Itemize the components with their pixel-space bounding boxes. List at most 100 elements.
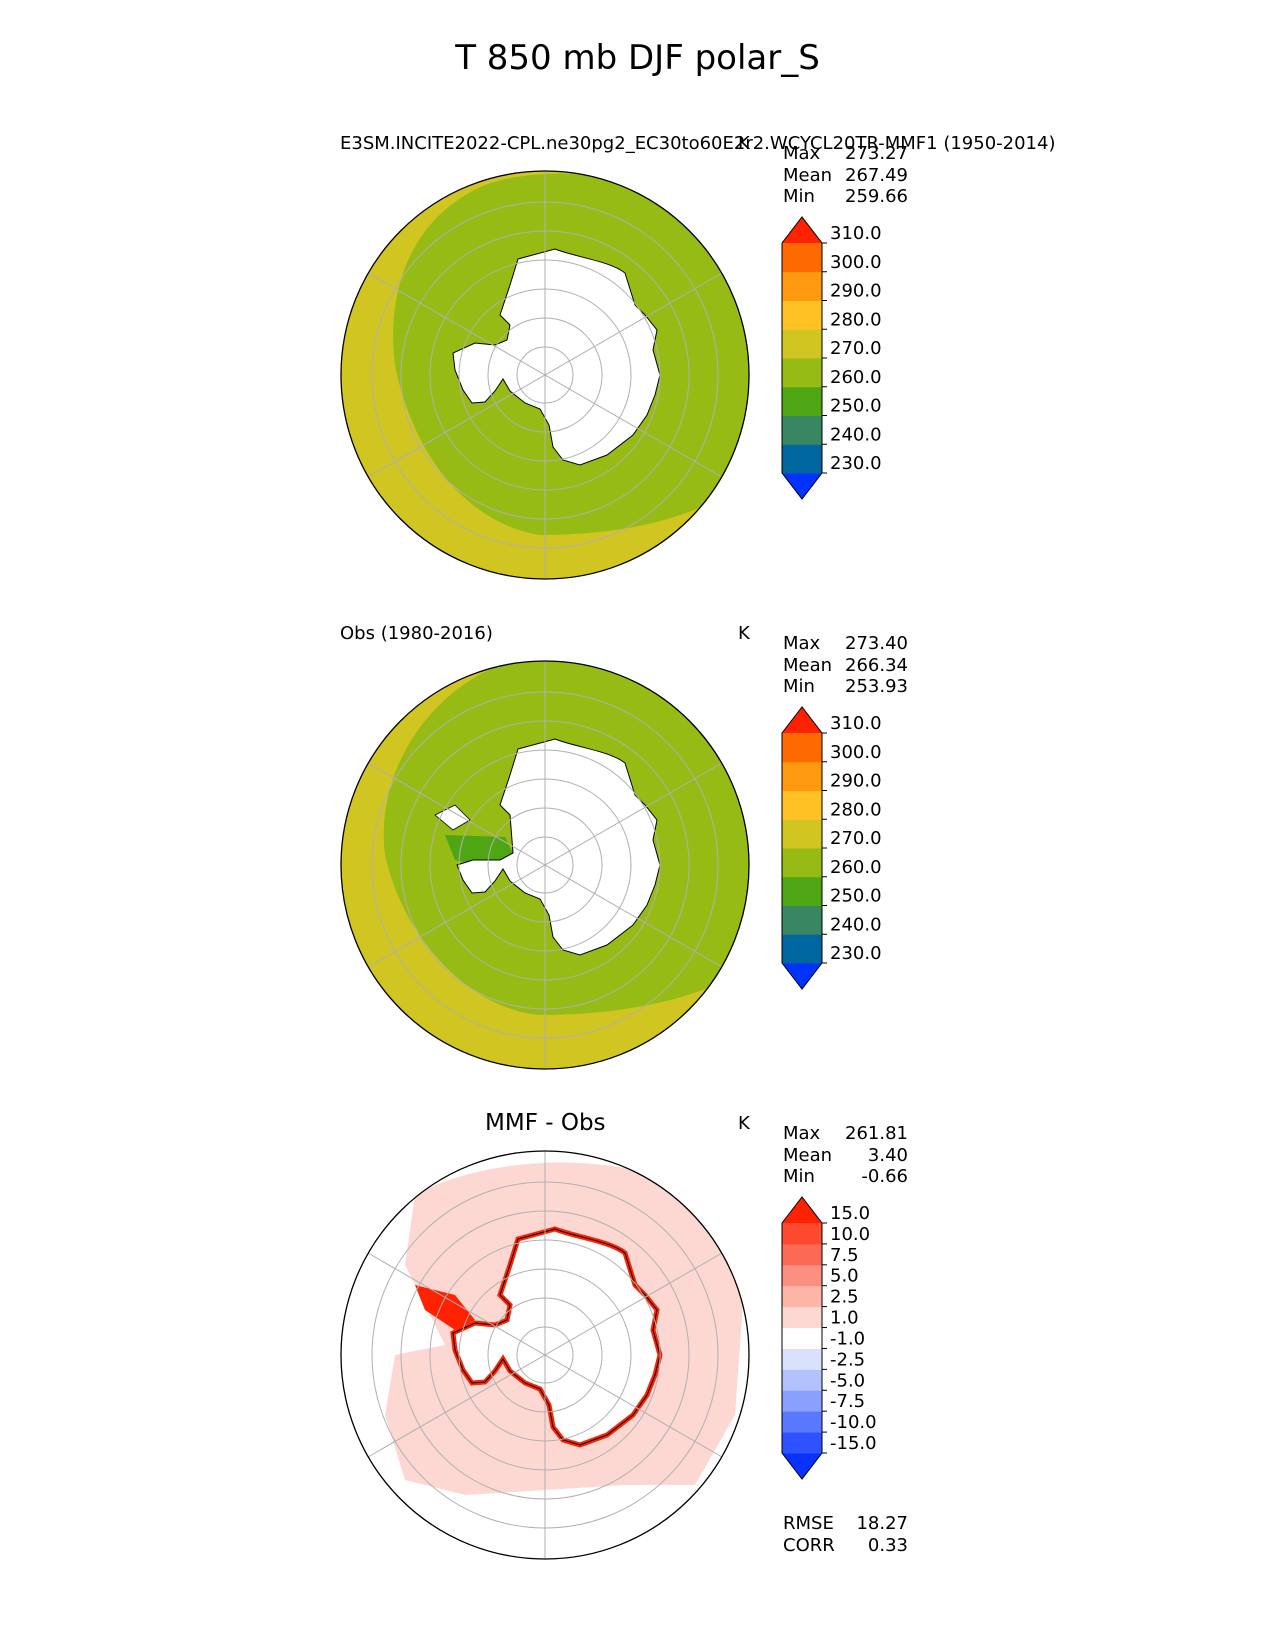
colorbar-tick-label: 280.0 [830,799,882,820]
stat-row-rmse: RMSE 18.27 [783,1513,908,1535]
colorbar-extend-max [782,707,822,733]
colorbar-segment [782,1264,822,1287]
antarctica-land [452,1228,661,1446]
colorbar-segment [782,819,822,849]
colorbar-extend-min [782,963,822,989]
colorbar-tick-label: -10.0 [830,1412,877,1433]
colorbar-tick-label: -1.0 [830,1328,865,1349]
panel-diff-title: MMF - Obs [485,1110,606,1136]
colorbar-segment [782,934,822,964]
colorbar-segment [782,1243,822,1266]
colorbar-tick-label: -7.5 [830,1391,865,1412]
colorbar-segment [782,905,822,935]
panel-diff-metrics: RMSE 18.27 CORR 0.33 [783,1513,908,1556]
stat-label: Max [783,143,821,164]
colorbar-extend-min [782,473,822,499]
stat-row-min: Min 259.66 [783,186,908,208]
colorbar-tick-label: 300.0 [830,742,882,763]
graticule [367,1151,723,1559]
colorbar-segment [782,1432,822,1454]
colorbar-obs: 230.0 240.0 250.0 260.0 270.0 280.0 290.0 300.0… [781,706,882,990]
stat-row-corr: CORR 0.33 [783,1535,908,1557]
map-boundary [340,1150,750,1560]
colorbar-segment [782,733,822,763]
colorbar-segment [782,1223,822,1245]
colorbar-tick-label: 10.0 [830,1224,870,1245]
polar-map-diff [340,1150,750,1560]
stat-label: CORR [783,1534,835,1556]
colorbar-tick-label: -5.0 [830,1370,865,1391]
panel-model-title: E3SM.INCITE2022-CPL.ne30pg2_EC30to60E2r2… [340,133,1056,154]
stat-label: Max [783,1123,821,1144]
stat-row-mean: Mean 3.40 [783,1145,908,1167]
stat-label: Mean [783,1144,833,1166]
colorbar-tick-label: 260.0 [830,367,882,388]
colorbar-tick-label: 310.0 [830,223,882,244]
stat-value: 273.40 [845,633,908,654]
colorbar-segment [782,1348,822,1370]
stat-label: Max [783,633,821,654]
stat-row-max: Max 261.81 [783,1123,908,1145]
colorbar-tick-label: 7.5 [830,1245,859,1266]
stat-value: -0.66 [861,1166,908,1187]
colorbar-segment [782,271,822,301]
stat-label: Min [783,676,815,697]
graticule [367,171,723,579]
figure-title: T 850 mb DJF polar_S [455,38,820,78]
colorbar-tick-label: 270.0 [830,338,882,359]
stat-row-mean: Mean 266.34 [783,655,908,677]
polar-map-model [340,170,750,580]
stat-label: Mean [783,164,833,186]
stat-row-max: Max 273.40 [783,633,908,655]
stat-value: 266.34 [845,654,908,676]
colorbar-tick-label: 300.0 [830,252,882,273]
panel-obs-stats: Max 273.40 Mean 266.34 Min 253.93 [783,633,908,698]
panel-model-units: K [738,133,750,154]
colorbar-segment [782,358,822,388]
colorbar-segment [782,329,822,359]
stat-value: 261.81 [845,1123,908,1144]
colorbar-segment [782,1390,822,1412]
colorbar-segment [782,1369,822,1391]
colorbar-model: 230.0 240.0 250.0 260.0 270.0 280.0 290.0 300.0… [781,216,882,500]
stat-value: 273.27 [845,143,908,164]
stat-label: Mean [783,654,833,676]
colorbar-segment [782,1327,822,1349]
colorbar-tick-label: 230.0 [830,453,882,474]
colorbar-segment [782,444,822,474]
stat-label: RMSE [783,1513,834,1534]
colorbar-segment [782,848,822,878]
colorbar-segment [782,876,822,906]
colorbar-segment [782,1306,822,1329]
colorbar-segment [782,300,822,330]
colorbar-tick-label: -2.5 [830,1349,865,1370]
panel-obs-units: K [738,623,750,644]
colorbar-extend-max [782,1197,822,1223]
colorbar-segment [782,1411,822,1433]
antarctica-land [456,738,661,956]
stat-value: 3.40 [867,1144,908,1166]
colorbar-segment [782,243,822,273]
colorbar-tick-label: 240.0 [830,914,882,935]
panel-model-stats: Max 273.27 Mean 267.49 Min 259.66 [783,143,908,208]
stat-row-min: Min 253.93 [783,676,908,698]
colorbar-tick-label: 15.0 [830,1203,870,1224]
stat-label: Min [783,1166,815,1187]
panel-obs-title: Obs (1980-2016) [340,623,493,644]
colorbar-segment [782,1285,822,1308]
colorbar-tick-label: -15.0 [830,1433,877,1454]
colorbar-tick-label: 310.0 [830,713,882,734]
band-gt-15-peninsula [415,1285,475,1330]
colorbar-tick-label: 2.5 [830,1287,859,1308]
polar-map-obs [340,660,750,1070]
colorbar-tick-label: 280.0 [830,309,882,330]
panel-diff-units: K [738,1113,750,1134]
stat-value: 259.66 [845,186,908,207]
colorbar-tick-label: 290.0 [830,281,882,302]
colorbar-tick-label: 240.0 [830,424,882,445]
colorbar-tick-label: 260.0 [830,857,882,878]
stat-row-min: Min -0.66 [783,1166,908,1188]
colorbar-tick-label: 250.0 [830,396,882,417]
colorbar-tick-label: 1.0 [830,1308,859,1329]
colorbar-tick-label: 230.0 [830,943,882,964]
